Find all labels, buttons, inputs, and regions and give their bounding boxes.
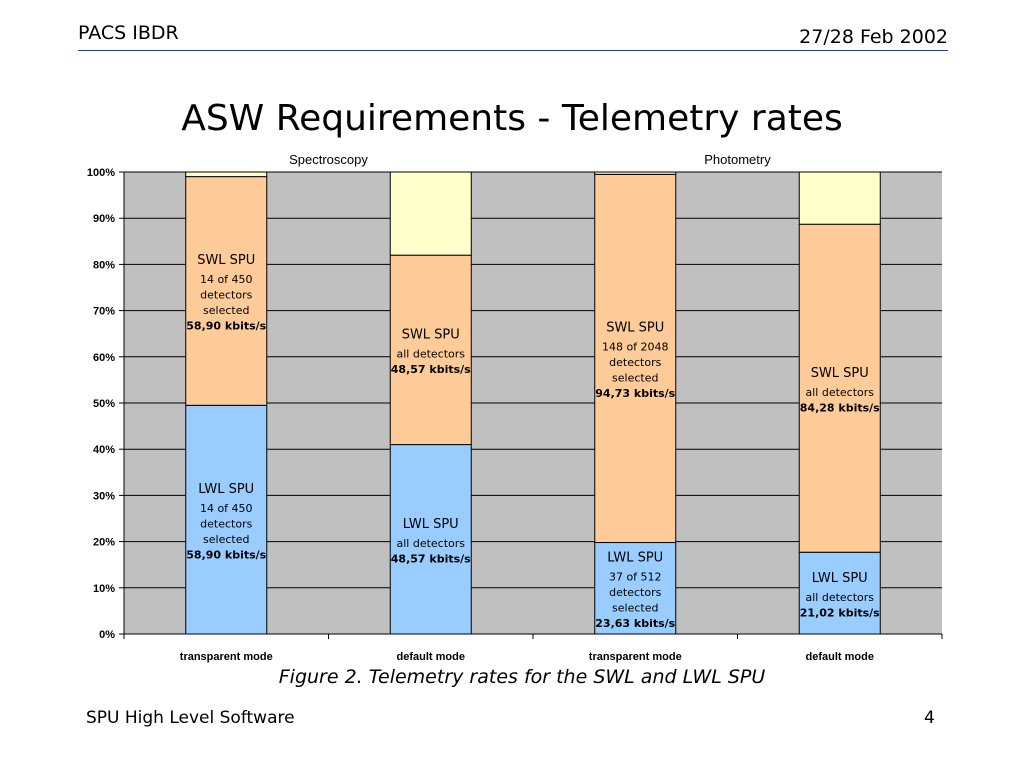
segment-label-detail: selected [203,533,249,546]
y-tick-label: 30% [93,490,115,502]
segment-label-rate: 58,90 kbits/s [186,320,266,333]
group-label: Photometry [704,152,771,167]
bar-segment-swl [185,176,268,406]
slide-title: ASW Requirements - Telemetry rates [181,98,843,139]
y-tick-label: 100% [87,167,115,179]
x-category-label: default mode [806,651,874,663]
segment-label-detail: 14 of 450 [200,502,253,515]
segment-label-name: LWL SPU [403,517,459,532]
bar-segment-free [185,171,268,178]
x-category-label: default mode [397,651,465,663]
bar-segment-lwl [594,542,677,635]
bar-segment-lwl [389,444,472,635]
y-tick-label: 40% [93,444,115,456]
segment-label-detail: selected [612,372,658,385]
segment-label-name: LWL SPU [607,551,663,566]
bar-segment-free [798,171,881,225]
y-tick-label: 80% [93,259,115,271]
segment-label-detail: selected [203,304,249,317]
bar-segment-swl [389,254,472,446]
segment-label-rate: 23,63 kbits/s [595,617,675,630]
segment-label-detail: 14 of 450 [200,273,253,286]
segment-label-rate: 58,90 kbits/s [186,548,266,561]
y-tick-label: 50% [93,398,115,410]
header-date: 27/28 Feb 2002 [799,26,948,48]
header-left-text: PACS IBDR [78,22,179,44]
x-category-label: transparent mode [180,651,273,663]
page-number: 4 [924,708,935,728]
segment-label-detail: detectors [200,289,252,302]
segment-label-rate: 84,28 kbits/s [800,401,880,414]
bar-segment-swl [594,173,677,544]
group-label: Spectroscopy [289,152,368,167]
y-tick-label: 10% [93,583,115,595]
bar-segment-swl [798,223,881,553]
y-tick-label: 0% [99,629,115,641]
segment-label-name: SWL SPU [197,253,255,268]
bar-segment-free [389,171,472,256]
segment-label-rate: 21,02 kbits/s [800,606,880,619]
bar-segment-lwl [798,551,881,635]
segment-label-detail: all detectors [805,591,874,604]
segment-label-detail: detectors [200,517,252,530]
segment-label-detail: 148 of 2048 [602,341,669,354]
segment-label-name: LWL SPU [812,571,868,586]
segment-label-rate: 94,73 kbits/s [595,387,675,400]
figure-caption: Figure 2. Telemetry rates for the SWL an… [278,666,766,688]
y-tick-label: 90% [93,213,115,225]
segment-label-detail: all detectors [396,537,465,550]
segment-label-detail: selected [612,602,658,615]
bar-segment-lwl [185,404,268,635]
segment-label-name: SWL SPU [811,366,869,381]
segment-label-name: LWL SPU [198,482,254,497]
header-divider [78,50,948,51]
segment-label-detail: detectors [609,586,661,599]
segment-label-name: SWL SPU [402,328,460,343]
segment-label-detail: all detectors [396,348,465,361]
bar-segment-free [594,171,677,175]
y-tick-label: 20% [93,537,115,549]
x-category-label: transparent mode [589,651,682,663]
segment-label-detail: 37 of 512 [609,571,662,584]
segment-label-detail: all detectors [805,386,874,399]
segment-label-name: SWL SPU [606,321,664,336]
segment-label-detail: detectors [609,356,661,369]
y-tick-label: 60% [93,352,115,364]
footer-text: SPU High Level Software [86,708,295,728]
segment-label-rate: 48,57 kbits/s [391,363,471,376]
y-tick-label: 70% [93,306,115,318]
segment-label-rate: 48,57 kbits/s [391,553,471,566]
